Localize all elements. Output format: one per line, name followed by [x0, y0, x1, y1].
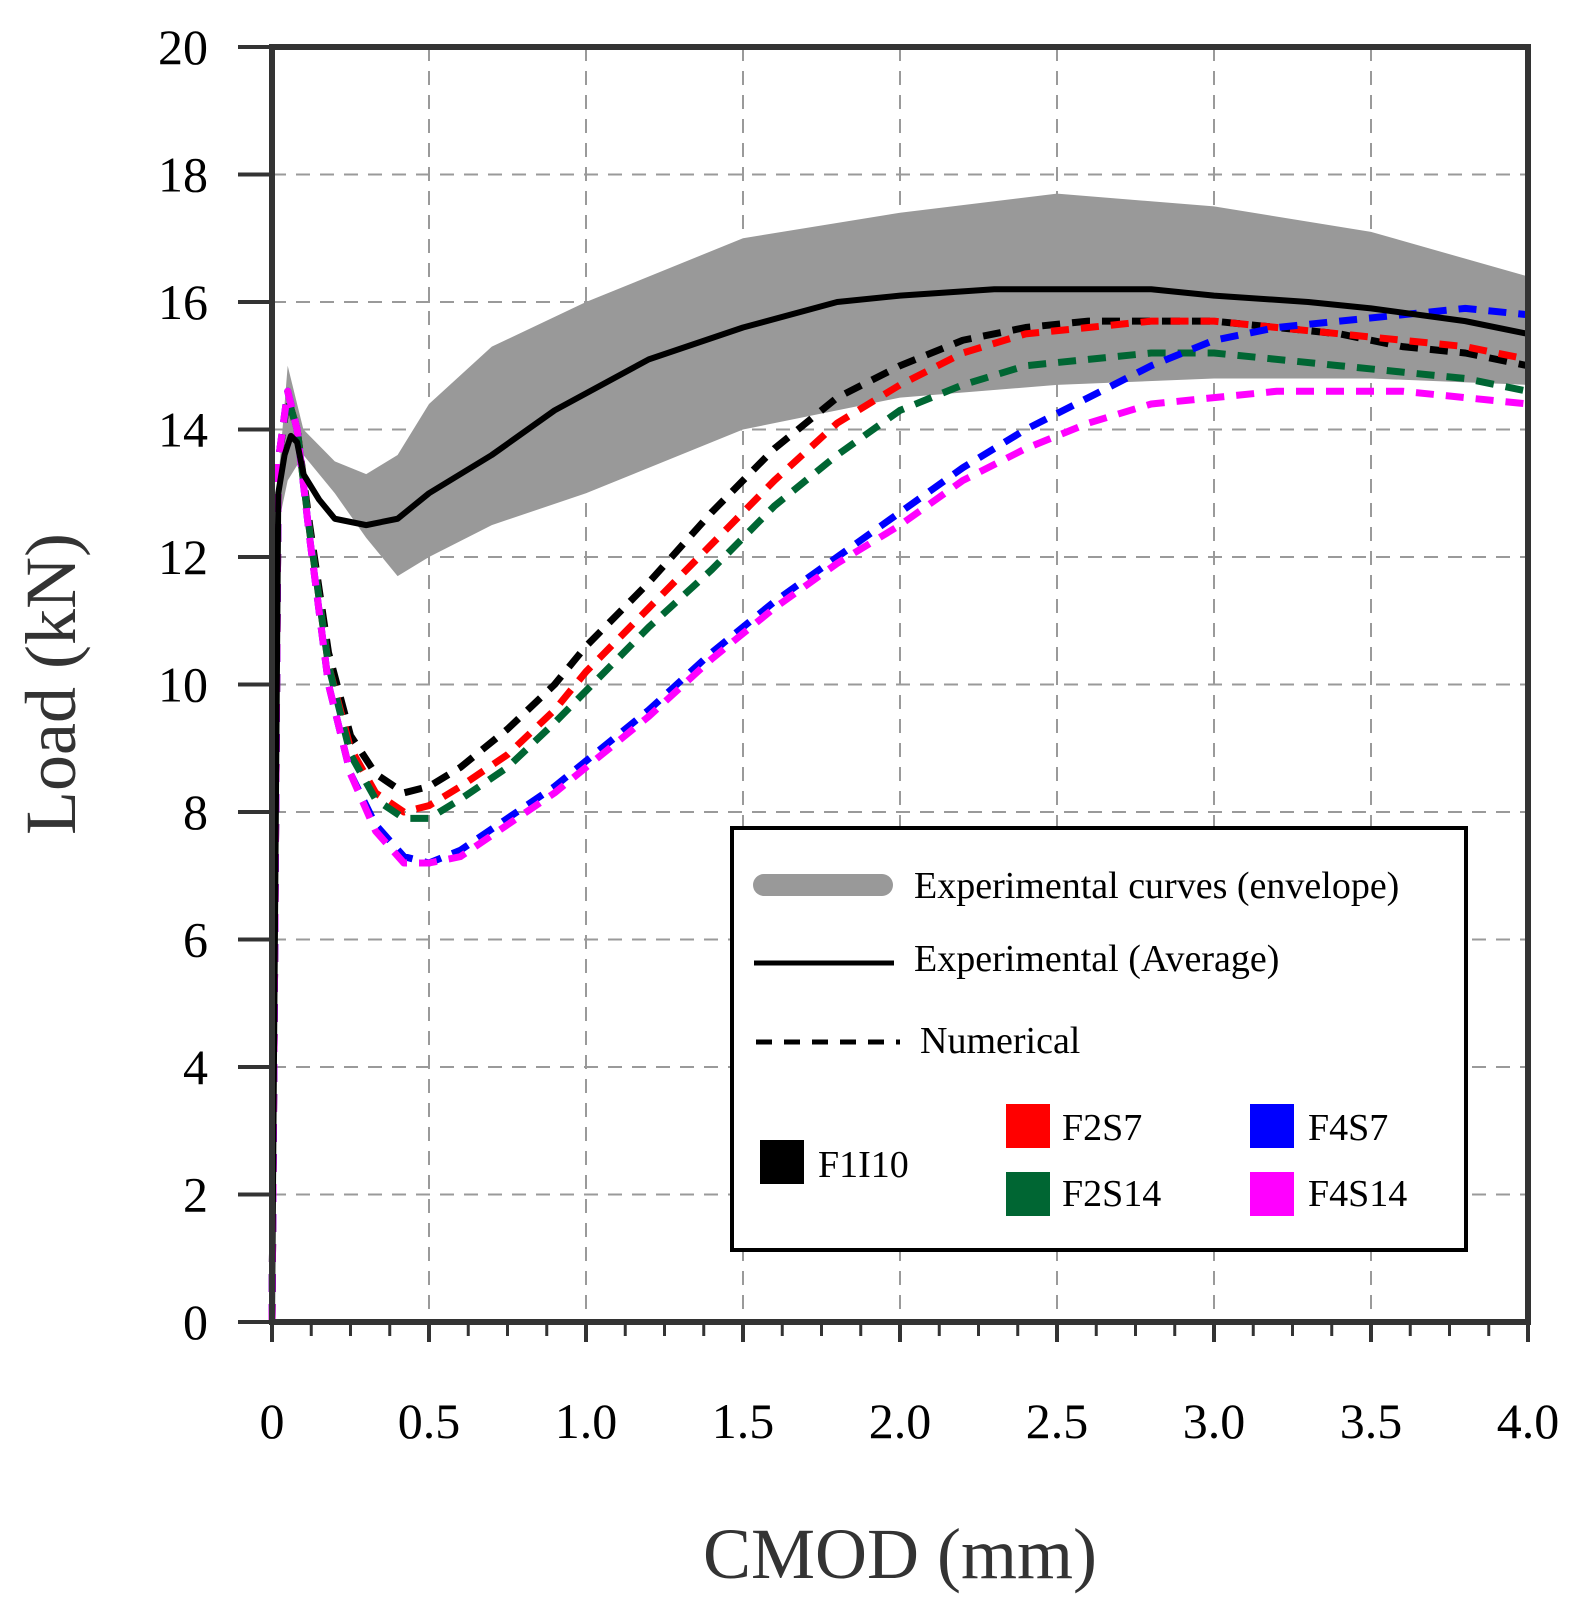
legend-f4s14-swatch: [1250, 1172, 1294, 1216]
legend-f2s7-swatch: [1006, 1104, 1050, 1148]
x-tick-label: 4.0: [1497, 1393, 1560, 1449]
series-layer: [268, 286, 1529, 1323]
x-axis-title: CMOD (mm): [703, 1514, 1097, 1594]
y-tick-label: 6: [183, 912, 208, 968]
legend-f4s7-label: F4S7: [1308, 1107, 1388, 1149]
legend-box: [730, 826, 1468, 1252]
legend-average-label: Experimental (Average): [914, 938, 1279, 980]
legend-f2s14-label: F2S14: [1062, 1173, 1161, 1215]
legend-envelope-label: Experimental curves (envelope): [914, 865, 1399, 907]
y-tick-label: 10: [158, 657, 208, 713]
legend-f4s14-label: F4S14: [1308, 1173, 1407, 1215]
legend: Experimental curves (envelope) Experimen…: [730, 826, 1468, 1252]
y-tick-label: 8: [183, 784, 208, 840]
y-tick-label: 16: [158, 274, 208, 330]
x-tick-label: 0.5: [398, 1393, 461, 1449]
x-tick-label: 1.5: [712, 1393, 775, 1449]
x-tick-label: 2.5: [1026, 1393, 1089, 1449]
x-tick-label: 3.5: [1340, 1393, 1403, 1449]
series-line-f2s14: [268, 349, 1529, 1323]
legend-f2s14-swatch: [1006, 1172, 1050, 1216]
y-tick-label: 4: [183, 1039, 208, 1095]
y-tick-label: 18: [158, 147, 208, 203]
legend-numerical-label: Numerical: [920, 1020, 1080, 1062]
x-tick-label: 0: [260, 1393, 285, 1449]
x-tick-label: 1.0: [555, 1393, 618, 1449]
y-tick-label: 14: [158, 402, 208, 458]
y-tick-label: 0: [183, 1294, 208, 1350]
y-axis-title: Load (kN): [11, 533, 91, 835]
series-line-experimental-average: [269, 286, 1529, 1323]
y-tick-label: 20: [158, 19, 208, 75]
envelope-layer: [272, 193, 1528, 1322]
envelope-band: [272, 193, 1528, 1322]
legend-f4s7-swatch: [1250, 1104, 1294, 1148]
series-line-f4s14: [268, 387, 1529, 1323]
legend-f2s7-label: F2S7: [1062, 1107, 1142, 1149]
legend-f1i10-label: F1I10: [818, 1144, 909, 1186]
legend-f1i10-swatch: [760, 1140, 804, 1184]
y-tick-label: 12: [158, 529, 208, 585]
axis-ticks: 0 0.5 1.0 1.5 2.0 2.5 3.0 3.5 4.0 0 2 4 6 8 10 12 14 16 18…: [158, 19, 1559, 1449]
x-tick-label: 3.0: [1183, 1393, 1246, 1449]
y-tick-label: 2: [183, 1167, 208, 1223]
x-tick-label: 2.0: [869, 1393, 932, 1449]
